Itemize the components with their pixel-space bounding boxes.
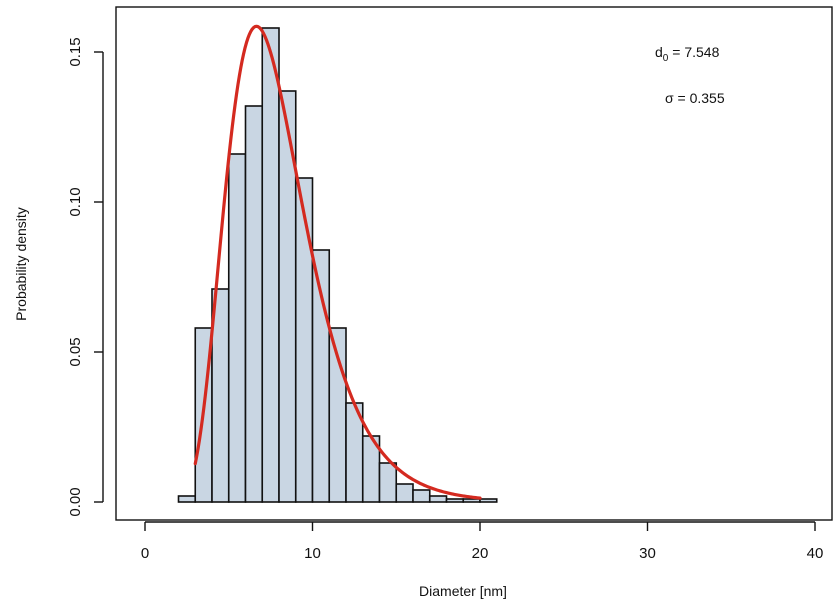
histogram-bar-3	[227, 153, 247, 503]
y-tick-label-0: 0.00	[67, 487, 84, 516]
histogram-bar-5	[261, 27, 280, 503]
plot-frame	[115, 6, 833, 521]
histogram-bar-16	[445, 498, 465, 503]
d0-value: = 7.548	[668, 44, 719, 60]
sigma-annotation: σ = 0.355	[665, 90, 725, 106]
x-tick-label-3: 30	[639, 545, 656, 562]
y-tick-label-2: 0.10	[67, 187, 84, 216]
x-tick-label-0: 0	[141, 545, 149, 562]
histogram-bar-18	[479, 498, 498, 503]
bars-layer	[177, 27, 498, 503]
x-axis-title: Diameter [nm]	[419, 583, 507, 599]
x-tick-label-4: 40	[807, 545, 824, 562]
histogram-bar-0	[177, 495, 197, 503]
histogram-bar-14	[412, 489, 431, 503]
d0-annotation: d0 = 7.548	[655, 44, 720, 64]
lognormal-fit-curve	[193, 24, 482, 500]
x-tick-label-2: 20	[472, 545, 489, 562]
histogram-bar-15	[428, 495, 448, 503]
y-axis-title: Probability density	[13, 207, 29, 321]
histogram-bar-7	[294, 177, 314, 503]
y-tick-label-1: 0.05	[67, 337, 84, 366]
d0-symbol: d	[655, 44, 663, 60]
y-axis: 0.00 0.05 0.10 0.15	[67, 37, 104, 517]
x-tick-label-1: 10	[304, 545, 321, 562]
histogram-bar-12	[378, 462, 398, 503]
y-tick-label-3: 0.15	[67, 37, 84, 66]
histogram-bar-4	[244, 105, 264, 503]
histogram-bar-17	[462, 498, 481, 503]
x-axis: 0 10 20 30 40	[141, 521, 824, 562]
histogram-bar-13	[395, 483, 414, 503]
d0-subscript: 0	[663, 53, 669, 64]
